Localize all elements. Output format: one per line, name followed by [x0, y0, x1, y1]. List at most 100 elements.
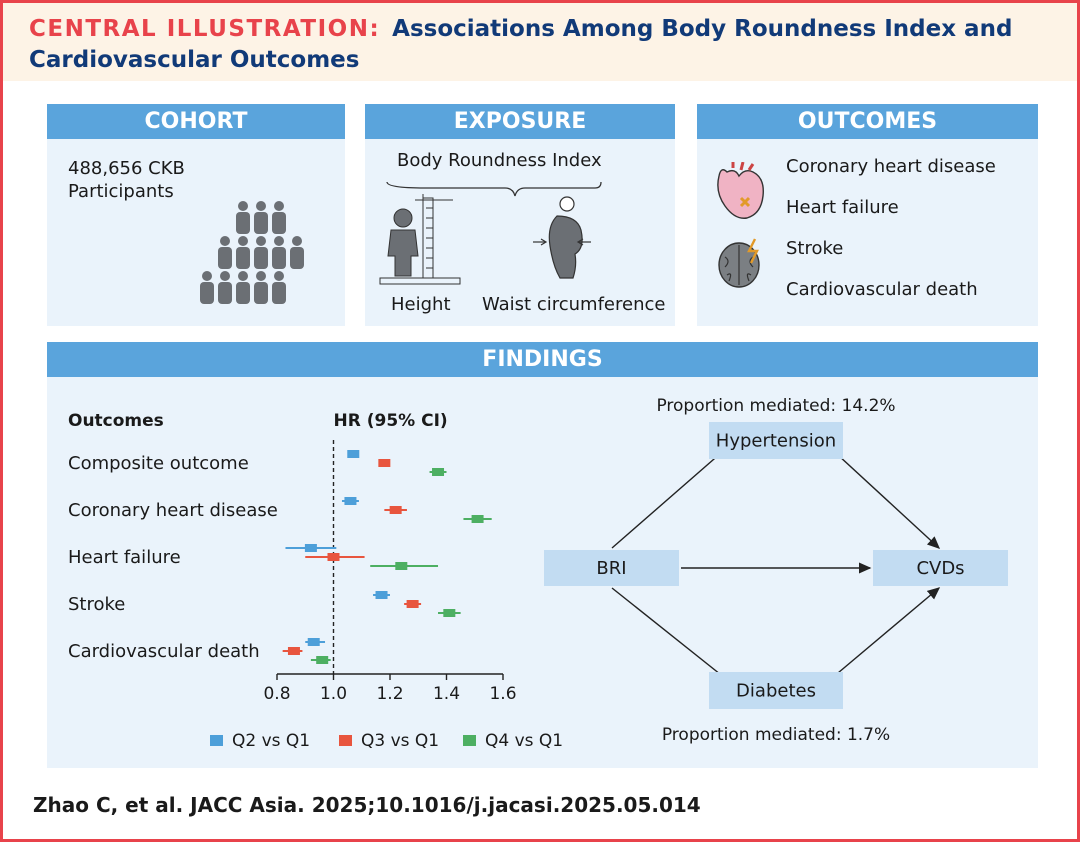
outcome-item: Heart failure [786, 197, 899, 218]
outcome-item: Cardiovascular death [786, 279, 978, 300]
x-tick-label: 1.0 [320, 684, 347, 704]
person-body [254, 212, 268, 234]
outcomes-panel: OUTCOMES Coronary heart disease Heart fai… [697, 104, 1038, 326]
brace-icon [386, 181, 602, 197]
title-banner: CENTRAL ILLUSTRATION: Associations Among … [3, 3, 1077, 81]
diabetes-node-label: Diabetes [736, 681, 816, 702]
person-body [200, 282, 214, 304]
x-tick-label: 1.4 [433, 684, 460, 704]
forest-axis-title: HR (95% CI) [334, 411, 448, 431]
person-icon [220, 271, 230, 281]
heart-icon [717, 162, 764, 219]
person-body [236, 247, 250, 269]
x-tick-label: 0.8 [263, 684, 290, 704]
hr-point [471, 515, 484, 523]
person-icon [256, 271, 266, 281]
person-icon [220, 236, 230, 246]
x-tick-label: 1.2 [376, 684, 403, 704]
brain-icon [718, 238, 760, 288]
category-label: Composite outcome [68, 453, 249, 474]
outcomes-heading: OUTCOMES [697, 104, 1038, 139]
hr-point [316, 656, 329, 664]
legend-label: Q2 vs Q1 [232, 731, 310, 751]
category-label: Stroke [68, 594, 125, 615]
hr-point [378, 459, 391, 467]
person-icon [238, 271, 248, 281]
cohort-count: 488,656 CKB [68, 158, 185, 179]
body-roundness-label: Body Roundness Index [397, 150, 602, 171]
person-icon [274, 236, 284, 246]
person-icon [238, 236, 248, 246]
page-title: CENTRAL ILLUSTRATION: Associations Among … [29, 16, 1012, 42]
hr-point [327, 553, 340, 561]
hr-point [287, 647, 300, 655]
cohort-heading: COHORT [47, 104, 345, 139]
people-group-icon [200, 201, 304, 304]
height-measure-icon [379, 194, 461, 285]
mediation-top-label: Proportion mediated: 14.2% [656, 396, 895, 416]
person-icon [202, 271, 212, 281]
person-icon [292, 236, 302, 246]
legend-swatch [210, 735, 223, 746]
hr-point [406, 600, 419, 608]
hr-point [432, 468, 445, 476]
hr-point [389, 506, 402, 514]
hr-point [344, 497, 357, 505]
person-body [254, 282, 268, 304]
person-body [272, 247, 286, 269]
person-body [290, 247, 304, 269]
person-icon [256, 236, 266, 246]
person-body [218, 282, 232, 304]
person-icon [256, 201, 266, 211]
outcome-item: Stroke [786, 238, 844, 259]
hr-point [395, 562, 408, 570]
bri-node [544, 550, 679, 586]
hypertension-node-label: Hypertension [716, 431, 836, 452]
person-icon [274, 201, 284, 211]
hypertension-node [709, 422, 843, 459]
exposure-heading: EXPOSURE [365, 104, 675, 139]
legend-swatch [339, 735, 352, 746]
x-tick-label: 1.6 [489, 684, 516, 704]
forest-plot: Outcomes HR (95% CI) 0.8 1.0 1.2 1.4 1.6 Compos… [68, 411, 563, 751]
person-body [254, 247, 268, 269]
hr-point [304, 544, 317, 552]
legend-label: Q4 vs Q1 [485, 731, 563, 751]
legend-swatch [463, 735, 476, 746]
person-body [236, 212, 250, 234]
citation: Zhao C, et al. JACC Asia. 2025;10.1016/j… [33, 793, 701, 817]
bri-node-label: BRI [596, 558, 626, 579]
waist-label: Waist circumference [482, 294, 666, 315]
person-body [272, 212, 286, 234]
cvds-node-label: CVDs [916, 558, 964, 579]
title-label: CENTRAL ILLUSTRATION: [29, 16, 381, 42]
findings-heading: FINDINGS [47, 342, 1038, 377]
forest-column-header: Outcomes [68, 411, 164, 431]
height-label: Height [391, 294, 451, 315]
title-line2: Cardiovascular Outcomes [29, 47, 360, 73]
person-body [272, 282, 286, 304]
findings-panel: FINDINGS Outcomes HR (95% CI) 0.8 1.0 1.2 1.4… [47, 342, 1038, 768]
person-body [218, 247, 232, 269]
title-line1: Associations Among Body Roundness Index … [392, 16, 1013, 42]
category-label: Cardiovascular death [68, 641, 260, 662]
legend-label: Q3 vs Q1 [361, 731, 439, 751]
waist-measure-icon [533, 196, 591, 279]
hr-point [307, 638, 320, 646]
hr-point [443, 609, 456, 617]
cohort-unit: Participants [68, 181, 174, 202]
mediation-bottom-label: Proportion mediated: 1.7% [662, 725, 890, 745]
body-measure-illustration [379, 181, 602, 285]
person-body [236, 282, 250, 304]
person-icon [274, 271, 284, 281]
cvds-node [873, 550, 1008, 586]
outcome-item: Coronary heart disease [786, 156, 996, 177]
category-label: Heart failure [68, 547, 181, 568]
person-icon [238, 201, 248, 211]
mediation-diagram: Proportion mediated: 14.2% Proportion med… [544, 396, 1008, 745]
exposure-panel: EXPOSURE Body Roundness Index Height [365, 104, 675, 326]
category-label: Coronary heart disease [68, 500, 278, 521]
hr-point [375, 591, 388, 599]
cohort-panel: COHORT 488,656 CKB Participants [47, 104, 345, 326]
